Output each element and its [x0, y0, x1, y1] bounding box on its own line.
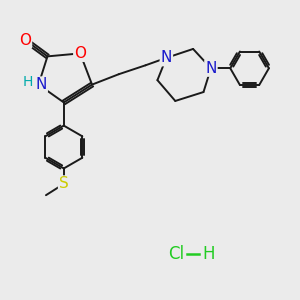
Text: N: N [161, 50, 172, 65]
Text: S: S [59, 176, 69, 191]
Text: H: H [202, 245, 214, 263]
Text: Cl: Cl [168, 245, 184, 263]
Text: O: O [19, 32, 31, 47]
Text: N: N [36, 77, 47, 92]
Text: N: N [205, 61, 217, 76]
Text: O: O [74, 46, 86, 61]
Text: H: H [23, 75, 33, 89]
